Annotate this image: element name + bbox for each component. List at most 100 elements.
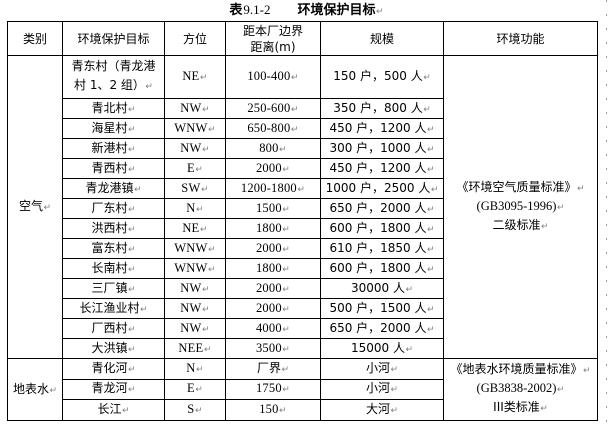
paragraph-mark-icon: ↵ (127, 264, 136, 275)
paragraph-mark-icon: ↵ (127, 284, 136, 295)
paragraph-mark-icon: ↵ (282, 164, 291, 175)
target-cell: 青化河↵ (62, 358, 165, 380)
scale-label: 300 户，1000 人↵ (329, 140, 435, 155)
function-line-2: III类标准↵ (493, 400, 548, 414)
caption-number: 9.1-2 (243, 2, 271, 17)
paragraph-mark-icon: ↵ (390, 406, 399, 417)
target-cell: 青龙港镇↵ (62, 178, 165, 199)
distance-cell: 2000↵ (225, 238, 321, 259)
target-label: 厂西村↵ (91, 320, 136, 335)
distance-cell: 800↵ (225, 138, 321, 159)
target-label: 青龙河↵ (91, 381, 136, 396)
header-label-category: 类别 (22, 31, 47, 46)
direction-label: WNW↵ (174, 240, 216, 255)
function-line-0: 《地表水环境质量标准》↵ (450, 362, 591, 376)
header-label-distance-line1: 距本厂边界 (242, 23, 303, 38)
direction-label: NEE↵ (178, 340, 212, 355)
scale-cell: 650 户，2000 人↵ (320, 198, 444, 219)
distance-label: 100-400↵ (247, 69, 299, 83)
direction-label: SW↵ (181, 180, 209, 195)
function-line-1: (GB3838-2002)↵ (476, 381, 565, 395)
direction-cell: N↵ (164, 358, 226, 380)
distance-cell: 100-400↵ (225, 55, 321, 99)
scale-label: 150 户，500 人↵ (333, 69, 431, 83)
caption-name: 环境保护目标 (297, 3, 376, 18)
distance-label: 2000↵ (255, 280, 291, 295)
paragraph-mark-icon: ↵ (207, 264, 216, 275)
distance-label: 3500↵ (255, 340, 291, 355)
paragraph-mark-icon: ↵ (279, 144, 287, 155)
paragraph-mark-icon: ↵ (127, 244, 136, 255)
header-cell-function: 环境功能 (443, 21, 598, 56)
header-cell-scale: 规模 (320, 21, 444, 56)
scale-cell: 600 户，1800 人↵ (320, 258, 444, 279)
distance-label: 2000↵ (255, 240, 291, 255)
paragraph-mark-icon: ↵ (427, 304, 435, 315)
target-cell: 新港村↵ (62, 138, 165, 159)
scale-label: 600 户，1800 人↵ (329, 260, 435, 275)
distance-cell: 2000↵ (225, 278, 321, 299)
scale-label: 500 户，1500 人↵ (329, 300, 435, 315)
direction-label: E↵ (186, 381, 204, 396)
direction-label: NW↵ (180, 140, 210, 155)
scale-label: 650 户，2000 人↵ (329, 320, 435, 335)
header-label-scale: 规模 (369, 31, 394, 46)
direction-label: E↵ (186, 160, 204, 175)
scale-label: 小河↵ (365, 360, 399, 375)
direction-cell: WNW↵ (164, 118, 226, 139)
function-line-2: 二级标准↵ (492, 217, 549, 232)
scale-cell: 650 户，2000 人↵ (320, 318, 444, 339)
direction-cell: WNW↵ (164, 238, 226, 259)
distance-label: 2000↵ (255, 160, 291, 175)
paragraph-mark-icon: ↵ (201, 104, 210, 115)
direction-cell: NE↵ (164, 218, 226, 239)
distance-cell: 1800↵ (225, 258, 321, 279)
paragraph-mark-icon: ↵ (427, 124, 435, 135)
target-cell: 富东村↵ (62, 238, 165, 259)
distance-label: 250-600↵ (247, 100, 299, 115)
table-row: 青龙港镇↵ SW↵ 1200-1800↵ 1000 户，2500 人↵ (8, 178, 598, 199)
distance-cell: 厂界↵ (225, 358, 321, 380)
target-cell: 三厂镇↵ (62, 278, 165, 299)
paragraph-mark-icon: ↵ (427, 244, 435, 255)
target-cell: 大洪镇↵ (62, 338, 165, 359)
paragraph-mark-icon: ↵ (127, 364, 136, 375)
direction-label: NE↵ (182, 220, 208, 235)
paragraph-mark-icon: ↵ (423, 104, 431, 115)
header-label-target: 环境保护目标 (77, 31, 150, 46)
paragraph-mark-icon: ↵ (127, 385, 136, 396)
table-row: 大洪镇↵ NEE↵ 3500↵ 15000 人↵ (8, 338, 598, 359)
distance-cell: 1200-1800↵ (225, 178, 321, 199)
table-row: 青北村↵ NW↵ 250-600↵ 350 户，800 人↵ (8, 98, 598, 119)
paragraph-mark-icon: ↵ (49, 385, 58, 396)
target-label: 青北村↵ (91, 100, 136, 115)
function-cell: 《地表水环境质量标准》↵ (GB3838-2002)↵ III类标准↵ (443, 358, 598, 421)
distance-label: 1500↵ (255, 200, 291, 215)
function-cell: 《环境空气质量标准》↵ (GB3095-1996)↵ 二级标准↵ (443, 55, 598, 359)
paragraph-mark-icon: ↵ (203, 344, 212, 355)
paragraph-mark-icon: ↵ (199, 224, 208, 235)
direction-label: NE↵ (182, 69, 208, 83)
direction-cell: NW↵ (164, 278, 226, 299)
target-cell: 海星村↵ (62, 118, 165, 139)
paragraph-mark-icon: ↵ (282, 324, 291, 335)
paragraph-mark-icon: ↵ (290, 73, 299, 83)
paragraph-mark-icon: ↵ (282, 204, 291, 215)
paragraph-mark-icon: ↵ (139, 304, 148, 315)
page-margin-guide (606, 0, 607, 434)
environmental-protection-targets-table: 类别 环境保护目标 方位 距本厂边界 距离(m) 规模 环境功能 空气↵ 青东村（… (7, 21, 598, 421)
distance-label: 4000↵ (255, 320, 291, 335)
direction-label: NW↵ (180, 300, 210, 315)
direction-label: WNW↵ (174, 120, 216, 135)
paragraph-mark-icon: ↵ (297, 184, 306, 195)
scale-label: 1000 户，2500 人↵ (325, 180, 439, 195)
direction-cell: NW↵ (164, 98, 226, 119)
paragraph-mark-icon: ↵ (282, 344, 291, 355)
paragraph-mark-icon: ↵ (427, 204, 435, 215)
direction-cell: NW↵ (164, 298, 226, 319)
scale-cell: 450 户，1200 人↵ (320, 118, 444, 139)
category-cell-空气: 空气↵ (7, 55, 63, 359)
paragraph-mark-icon: ↵ (121, 406, 130, 417)
paragraph-mark-icon: ↵ (376, 7, 384, 17)
direction-cell: N↵ (164, 198, 226, 219)
